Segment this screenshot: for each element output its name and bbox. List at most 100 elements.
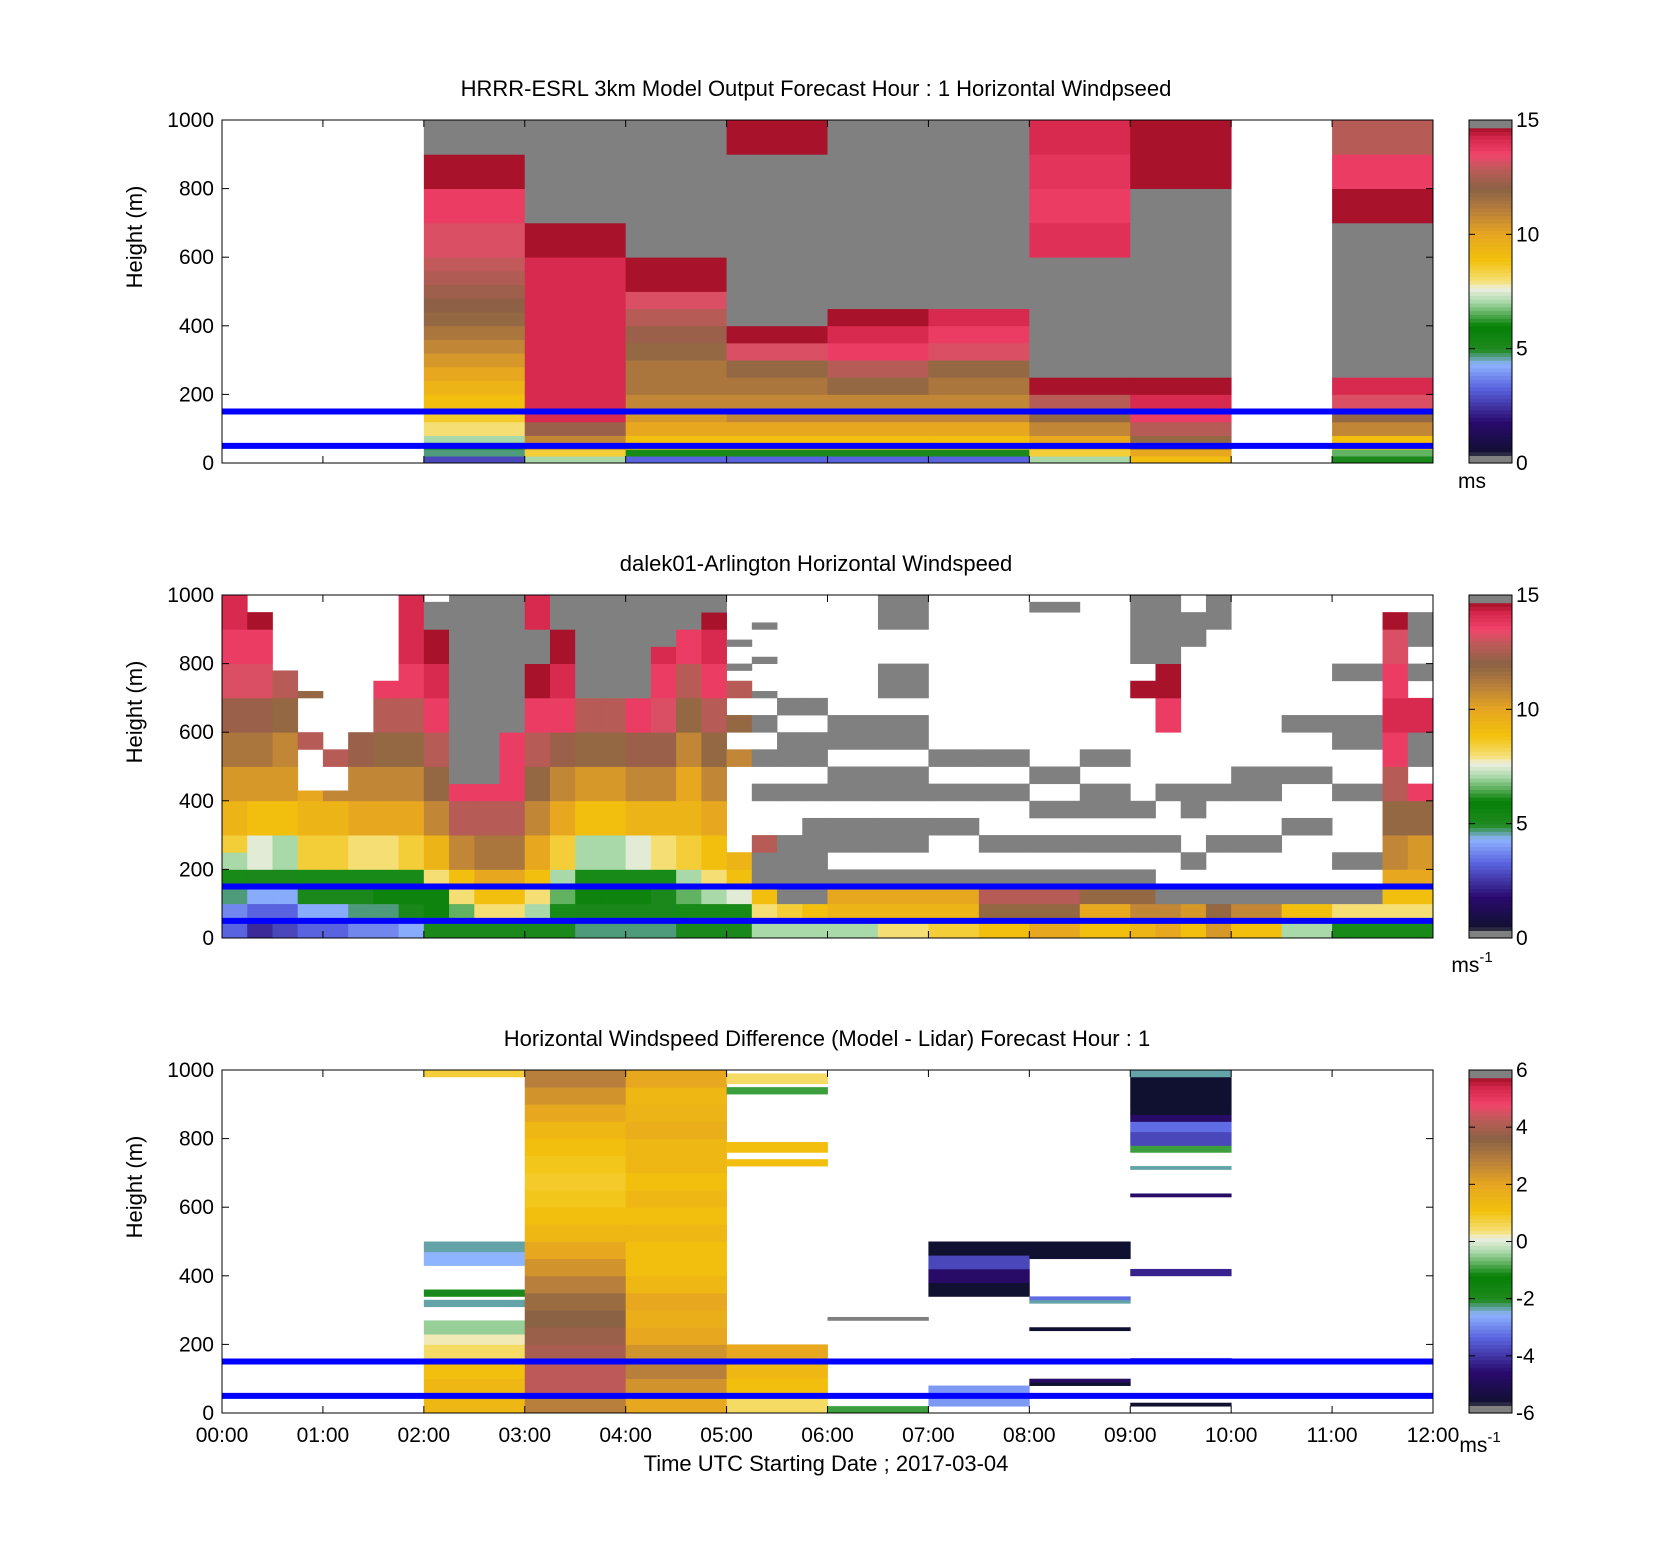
heatmap-cell bbox=[1029, 291, 1131, 378]
y-tick-label: 400 bbox=[179, 1265, 214, 1288]
heatmap-cell bbox=[449, 595, 475, 785]
colorbar-segment bbox=[1469, 1153, 1512, 1159]
heatmap-cell bbox=[423, 353, 526, 368]
heatmap-cell bbox=[423, 339, 526, 354]
heatmap-cell bbox=[423, 697, 450, 733]
heatmap-cell bbox=[423, 312, 526, 327]
colorbar-segment bbox=[1469, 314, 1512, 319]
heatmap-cell bbox=[978, 783, 1030, 802]
heatmap-cell bbox=[1205, 920, 1232, 939]
colorbar-segment bbox=[1469, 675, 1512, 680]
heatmap-cell bbox=[575, 697, 601, 733]
colorbar-segment bbox=[1469, 1386, 1512, 1391]
colorbar-segment bbox=[1469, 934, 1512, 939]
heatmap-cell bbox=[348, 869, 374, 887]
y-tick-label: 600 bbox=[179, 1196, 214, 1219]
heatmap-cell bbox=[373, 903, 400, 922]
colorbar-segment bbox=[1469, 1371, 1512, 1376]
heatmap-cell bbox=[827, 1316, 929, 1321]
heatmap-cell bbox=[676, 869, 702, 887]
heatmap-cell bbox=[600, 835, 627, 870]
heatmap-cell bbox=[1130, 120, 1232, 189]
heatmap-cell bbox=[1407, 835, 1434, 870]
heatmap-cell bbox=[701, 886, 727, 905]
heatmap-cell bbox=[423, 380, 526, 395]
heatmap-cell bbox=[1029, 1378, 1131, 1383]
heatmap-cell bbox=[751, 715, 778, 733]
colorbar-segment bbox=[1469, 344, 1512, 350]
heatmap-cell bbox=[827, 449, 929, 457]
heatmap-cell bbox=[625, 421, 727, 436]
colorbar-segment bbox=[1469, 1191, 1512, 1197]
heatmap-cell bbox=[499, 595, 526, 733]
heatmap-cell bbox=[423, 1299, 526, 1308]
heatmap-cell bbox=[1130, 1070, 1232, 1078]
heatmap-cell bbox=[423, 1070, 526, 1078]
heatmap-cell bbox=[322, 835, 349, 870]
heatmap-cell bbox=[322, 749, 349, 767]
heatmap-cell bbox=[928, 257, 1030, 310]
y-tick-label: 200 bbox=[179, 858, 214, 881]
heatmap-cell bbox=[877, 663, 929, 699]
heatmap-cell bbox=[625, 903, 652, 922]
colorbar-segment bbox=[1469, 865, 1512, 870]
heatmap-cell bbox=[272, 697, 299, 733]
heatmap-cell bbox=[423, 835, 450, 870]
heatmap-cell bbox=[222, 766, 248, 802]
colorbar-segment bbox=[1469, 230, 1512, 235]
heatmap-cell bbox=[1332, 783, 1383, 802]
heatmap-cell bbox=[423, 1241, 526, 1253]
heatmap-cell bbox=[827, 257, 929, 310]
heatmap-cell bbox=[827, 394, 929, 423]
heatmap-cell bbox=[701, 697, 727, 733]
heatmap-cell bbox=[928, 421, 1030, 436]
heatmap-cell bbox=[297, 920, 324, 939]
colorbar-tick-label: -2 bbox=[1516, 1288, 1535, 1311]
heatmap-cell bbox=[524, 595, 551, 630]
colorbar-segment bbox=[1469, 219, 1512, 224]
heatmap-cell bbox=[827, 920, 879, 939]
colorbar-tick-label: 0 bbox=[1516, 1231, 1528, 1254]
heatmap-cell bbox=[1407, 903, 1434, 922]
heatmap-cell bbox=[398, 869, 425, 887]
colorbar-segment bbox=[1469, 1130, 1512, 1136]
heatmap-cell bbox=[625, 1207, 727, 1225]
colorbar-segment bbox=[1469, 1115, 1512, 1121]
x-tick-label: 09:00 bbox=[1104, 1424, 1157, 1447]
colorbar-segment bbox=[1469, 1264, 1512, 1269]
colorbar-segment bbox=[1469, 1260, 1512, 1265]
heatmap-cell bbox=[928, 1241, 1030, 1256]
heatmap-cell bbox=[1205, 783, 1232, 802]
heatmap-cell bbox=[398, 663, 425, 699]
x-tick-label: 04:00 bbox=[599, 1424, 652, 1447]
colorbar-segment bbox=[1469, 299, 1512, 304]
colorbar-segment bbox=[1469, 766, 1512, 771]
heatmap-cell bbox=[1029, 1241, 1131, 1260]
colorbar-segment bbox=[1469, 850, 1512, 855]
heatmap-cell bbox=[1155, 886, 1182, 905]
heatmap-cell bbox=[1332, 715, 1383, 750]
colorbar-segment bbox=[1469, 287, 1512, 293]
heatmap-cell bbox=[978, 920, 1030, 939]
heatmap-cell bbox=[625, 120, 727, 258]
heatmap-cell bbox=[827, 308, 929, 327]
colorbar-segment bbox=[1469, 1409, 1512, 1414]
heatmap-cell bbox=[676, 697, 702, 733]
colorbar-segment bbox=[1469, 617, 1512, 623]
heatmap-cell bbox=[222, 732, 248, 767]
x-tick-label: 12:00 bbox=[1407, 1424, 1460, 1447]
colorbar-segment bbox=[1469, 325, 1512, 331]
colorbar-segment bbox=[1469, 1123, 1512, 1128]
heatmap-cell bbox=[499, 835, 526, 870]
heatmap-cell bbox=[524, 1292, 627, 1311]
heatmap-cell bbox=[600, 869, 627, 887]
colorbar-unit-exponent: -1 bbox=[1479, 949, 1492, 966]
heatmap-cell bbox=[1130, 1104, 1232, 1115]
heatmap-cell bbox=[877, 766, 929, 802]
colorbar-segment bbox=[1469, 409, 1512, 415]
heatmap-cell bbox=[524, 1070, 627, 1088]
heatmap-cell bbox=[777, 783, 803, 802]
heatmap-cell bbox=[549, 732, 576, 767]
x-tick-label: 02:00 bbox=[398, 1424, 451, 1447]
colorbar-segment bbox=[1469, 142, 1512, 148]
